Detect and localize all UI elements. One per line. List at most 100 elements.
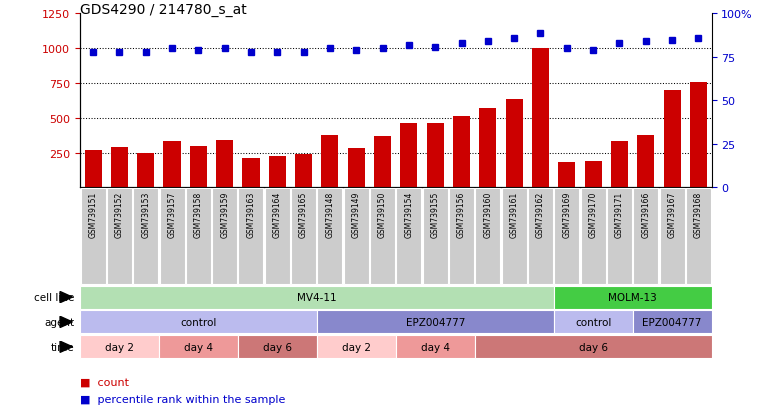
- Text: GSM739161: GSM739161: [510, 191, 519, 237]
- FancyBboxPatch shape: [501, 189, 527, 284]
- Bar: [269, 157, 286, 188]
- Text: ■  count: ■ count: [80, 377, 129, 387]
- Bar: [505, 100, 523, 188]
- FancyBboxPatch shape: [370, 189, 395, 284]
- FancyBboxPatch shape: [344, 189, 369, 284]
- Text: GSM739162: GSM739162: [536, 191, 545, 237]
- FancyBboxPatch shape: [449, 189, 474, 284]
- Bar: [374, 137, 391, 188]
- Text: GSM739168: GSM739168: [694, 191, 703, 237]
- FancyBboxPatch shape: [607, 189, 632, 284]
- FancyBboxPatch shape: [107, 189, 132, 284]
- FancyBboxPatch shape: [660, 189, 685, 284]
- FancyBboxPatch shape: [528, 189, 553, 284]
- Text: GSM739160: GSM739160: [483, 191, 492, 237]
- Text: MOLM-13: MOLM-13: [608, 292, 657, 302]
- Bar: [584, 161, 602, 188]
- FancyBboxPatch shape: [133, 189, 158, 284]
- Bar: [611, 142, 628, 188]
- Polygon shape: [60, 341, 72, 353]
- Bar: [400, 123, 418, 188]
- FancyBboxPatch shape: [291, 189, 316, 284]
- FancyBboxPatch shape: [554, 311, 632, 334]
- FancyBboxPatch shape: [80, 286, 554, 309]
- FancyBboxPatch shape: [475, 335, 712, 358]
- Text: EPZ004777: EPZ004777: [642, 317, 702, 327]
- FancyBboxPatch shape: [186, 189, 211, 284]
- Text: GDS4290 / 214780_s_at: GDS4290 / 214780_s_at: [80, 3, 247, 17]
- FancyBboxPatch shape: [265, 189, 290, 284]
- Text: day 4: day 4: [184, 342, 213, 352]
- Text: day 2: day 2: [105, 342, 134, 352]
- FancyBboxPatch shape: [80, 335, 159, 358]
- FancyBboxPatch shape: [581, 189, 606, 284]
- Bar: [216, 141, 233, 188]
- FancyBboxPatch shape: [554, 189, 579, 284]
- Polygon shape: [60, 317, 72, 328]
- FancyBboxPatch shape: [160, 189, 184, 284]
- Text: GSM739153: GSM739153: [142, 191, 150, 237]
- FancyBboxPatch shape: [476, 189, 500, 284]
- Bar: [137, 153, 154, 188]
- Bar: [295, 154, 312, 188]
- Text: GSM739154: GSM739154: [404, 191, 413, 237]
- Text: time: time: [51, 342, 75, 352]
- FancyBboxPatch shape: [317, 311, 554, 334]
- FancyBboxPatch shape: [81, 189, 106, 284]
- Bar: [453, 117, 470, 188]
- Bar: [111, 148, 128, 188]
- FancyBboxPatch shape: [317, 335, 396, 358]
- FancyBboxPatch shape: [396, 335, 475, 358]
- Text: GSM739149: GSM739149: [352, 191, 361, 237]
- Text: day 2: day 2: [342, 342, 371, 352]
- FancyBboxPatch shape: [632, 311, 712, 334]
- Text: GSM739157: GSM739157: [167, 191, 177, 237]
- Text: control: control: [180, 317, 217, 327]
- Bar: [427, 124, 444, 188]
- Text: GSM739156: GSM739156: [457, 191, 466, 237]
- Text: GSM739171: GSM739171: [615, 191, 624, 237]
- Bar: [532, 48, 549, 188]
- Text: cell line: cell line: [34, 292, 75, 302]
- Text: MV4-11: MV4-11: [297, 292, 336, 302]
- FancyBboxPatch shape: [159, 335, 237, 358]
- Bar: [559, 162, 575, 188]
- Bar: [479, 109, 496, 188]
- Text: GSM739163: GSM739163: [247, 191, 256, 237]
- Text: GSM739167: GSM739167: [667, 191, 677, 237]
- FancyBboxPatch shape: [686, 189, 711, 284]
- Text: GSM739151: GSM739151: [88, 191, 97, 237]
- Text: GSM739165: GSM739165: [299, 191, 308, 237]
- Bar: [164, 142, 180, 188]
- FancyBboxPatch shape: [422, 189, 447, 284]
- Text: day 6: day 6: [263, 342, 291, 352]
- Text: GSM739158: GSM739158: [194, 191, 203, 237]
- Bar: [689, 83, 707, 188]
- Text: GSM739148: GSM739148: [326, 191, 334, 237]
- Text: GSM739152: GSM739152: [115, 191, 124, 237]
- Text: day 6: day 6: [578, 342, 607, 352]
- Text: GSM739164: GSM739164: [272, 191, 282, 237]
- Text: GSM739150: GSM739150: [378, 191, 387, 237]
- Bar: [348, 149, 365, 188]
- FancyBboxPatch shape: [238, 189, 263, 284]
- Text: GSM739166: GSM739166: [642, 191, 650, 237]
- Bar: [243, 159, 260, 188]
- Bar: [321, 135, 339, 188]
- Text: GSM739170: GSM739170: [588, 191, 597, 237]
- FancyBboxPatch shape: [80, 311, 317, 334]
- Polygon shape: [60, 292, 72, 303]
- FancyBboxPatch shape: [237, 335, 317, 358]
- FancyBboxPatch shape: [554, 286, 712, 309]
- Bar: [637, 136, 654, 188]
- Text: control: control: [575, 317, 611, 327]
- FancyBboxPatch shape: [633, 189, 658, 284]
- Bar: [84, 150, 102, 188]
- FancyBboxPatch shape: [396, 189, 422, 284]
- FancyBboxPatch shape: [212, 189, 237, 284]
- Text: day 4: day 4: [421, 342, 450, 352]
- Text: agent: agent: [44, 317, 75, 327]
- Text: GSM739155: GSM739155: [431, 191, 440, 237]
- Bar: [189, 147, 207, 188]
- Text: ■  percentile rank within the sample: ■ percentile rank within the sample: [80, 394, 285, 404]
